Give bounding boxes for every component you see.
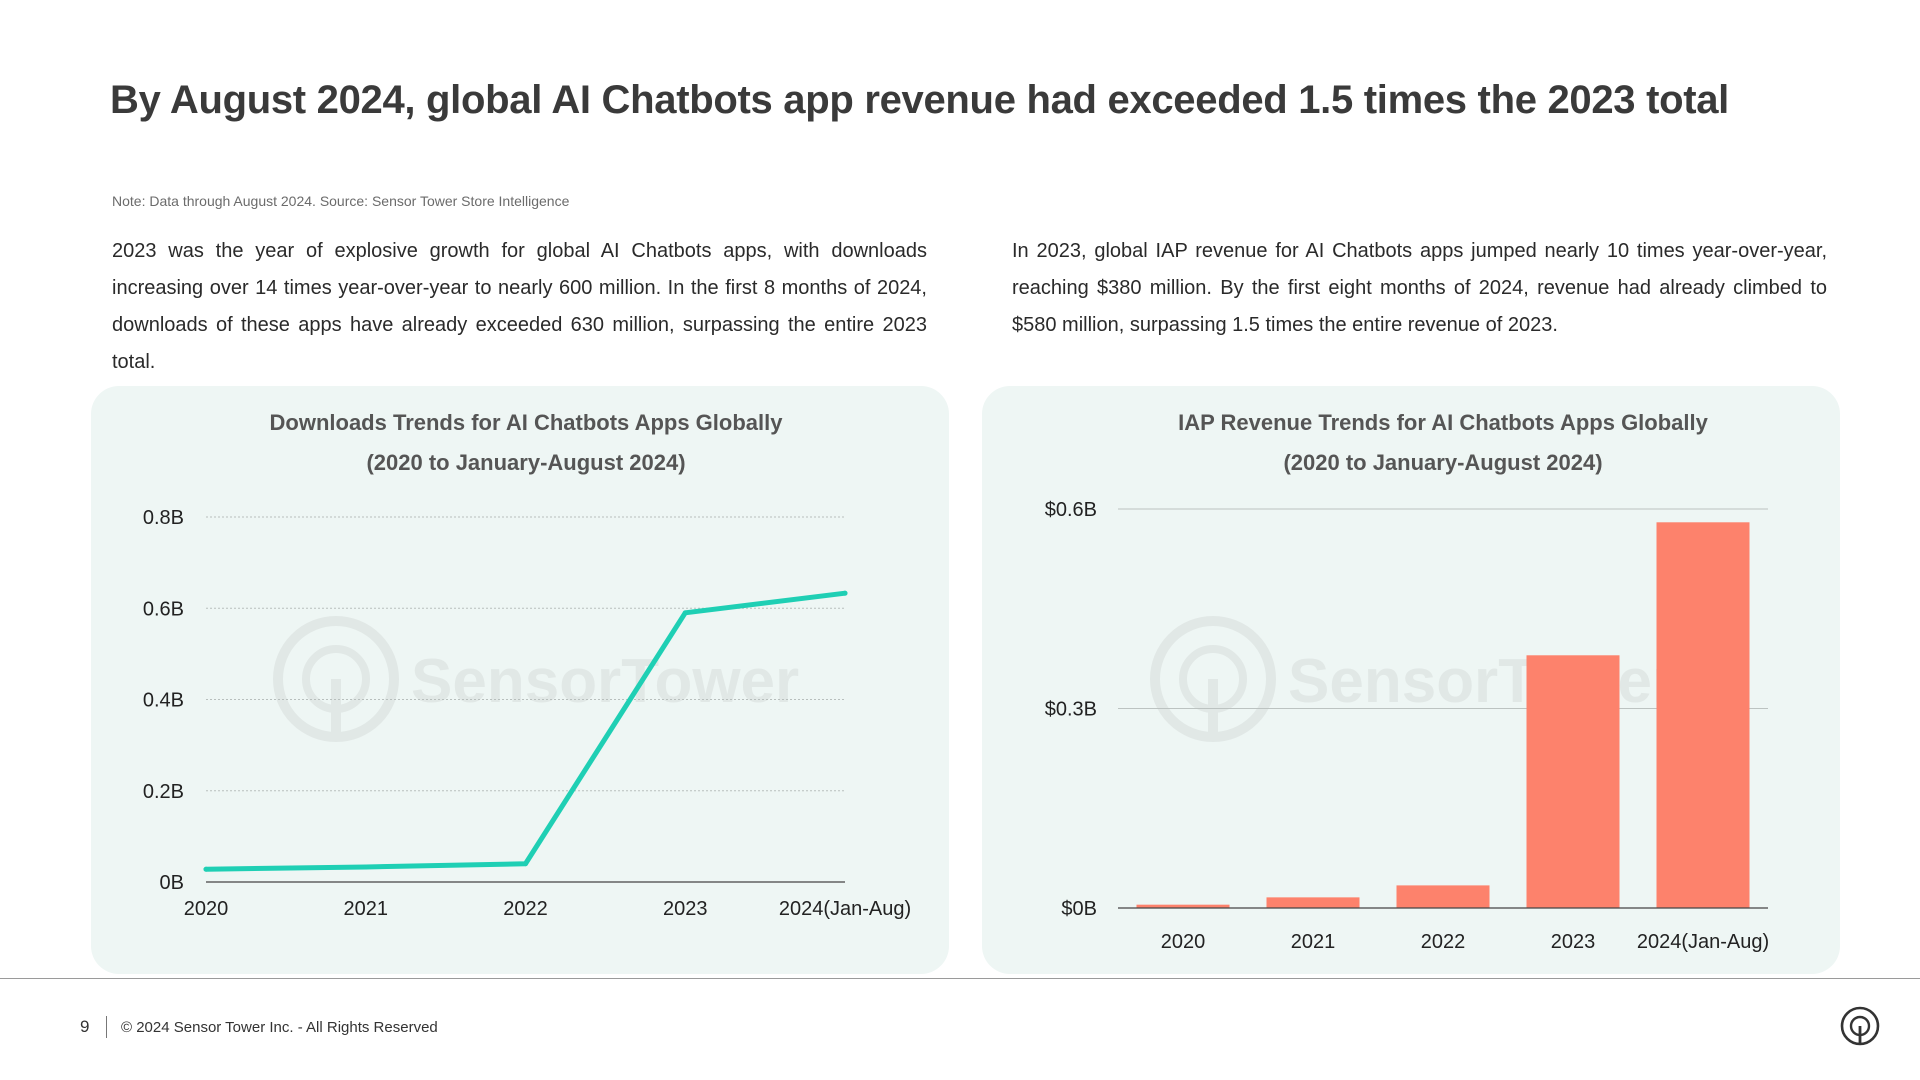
y-tick-label: 0.4B — [143, 690, 184, 712]
x-tick-label: 2024(Jan-Aug) — [779, 898, 911, 920]
page-title: By August 2024, global AI Chatbots app r… — [110, 78, 1730, 122]
x-tick-label: 2021 — [344, 898, 389, 920]
footer-separator — [106, 1016, 107, 1038]
y-tick-label: 0.6B — [143, 598, 184, 620]
x-tick-label: 2023 — [663, 898, 708, 920]
footer-divider — [0, 978, 1920, 979]
x-tick-label: 2020 — [1161, 931, 1206, 953]
revenue-bar — [1136, 904, 1230, 908]
downloads-description: 2023 was the year of explosive growth fo… — [112, 240, 927, 373]
y-tick-label: $0B — [1061, 898, 1097, 920]
y-tick-label: 0.8B — [143, 507, 184, 529]
revenue-chart-title: IAP Revenue Trends for AI Chatbots Apps … — [1178, 410, 1708, 435]
data-point — [363, 864, 369, 870]
downloads-chart-subtitle: (2020 to January-August 2024) — [366, 450, 685, 475]
revenue-chart-subtitle: (2020 to January-August 2024) — [1283, 450, 1602, 475]
x-tick-label: 2021 — [1291, 931, 1336, 953]
data-point — [203, 866, 209, 872]
y-tick-label: $0.3B — [1045, 699, 1097, 721]
revenue-bar — [1396, 885, 1490, 908]
x-tick-label: 2023 — [1551, 931, 1596, 953]
source-note: Note: Data through August 2024. Source: … — [112, 193, 570, 209]
watermark: SensorTower — [273, 616, 799, 742]
watermark-text: SensorTower — [411, 647, 799, 716]
downloads-chart-panel: SensorTower Downloads Trends for AI Chat… — [91, 386, 949, 974]
page-number: 9 — [80, 1017, 90, 1036]
revenue-bar-chart: SensorTower IAP Revenue Trends for AI Ch… — [1045, 410, 1769, 953]
x-tick-label: 2022 — [503, 898, 548, 920]
y-tick-label: 0.2B — [143, 781, 184, 803]
sensor-tower-logo-icon — [1840, 1006, 1880, 1046]
y-tick-label: 0B — [160, 872, 184, 894]
revenue-bar — [1656, 522, 1750, 908]
revenue-description: In 2023, global IAP revenue for AI Chatb… — [1012, 240, 1827, 336]
downloads-line-chart: SensorTower Downloads Trends for AI Chat… — [143, 410, 911, 920]
x-tick-label: 2024(Jan-Aug) — [1637, 931, 1769, 953]
revenue-bar — [1266, 897, 1360, 908]
downloads-chart-title: Downloads Trends for AI Chatbots Apps Gl… — [270, 410, 784, 435]
y-tick-label: $0.6B — [1045, 499, 1097, 521]
data-point — [682, 610, 688, 616]
data-point — [842, 590, 848, 596]
copyright: © 2024 Sensor Tower Inc. - All Rights Re… — [121, 1019, 438, 1036]
data-point — [523, 861, 528, 867]
x-tick-label: 2022 — [1421, 931, 1466, 953]
revenue-bar — [1526, 655, 1620, 908]
x-tick-label: 2020 — [184, 898, 229, 920]
revenue-chart-panel: SensorTower IAP Revenue Trends for AI Ch… — [982, 386, 1840, 974]
